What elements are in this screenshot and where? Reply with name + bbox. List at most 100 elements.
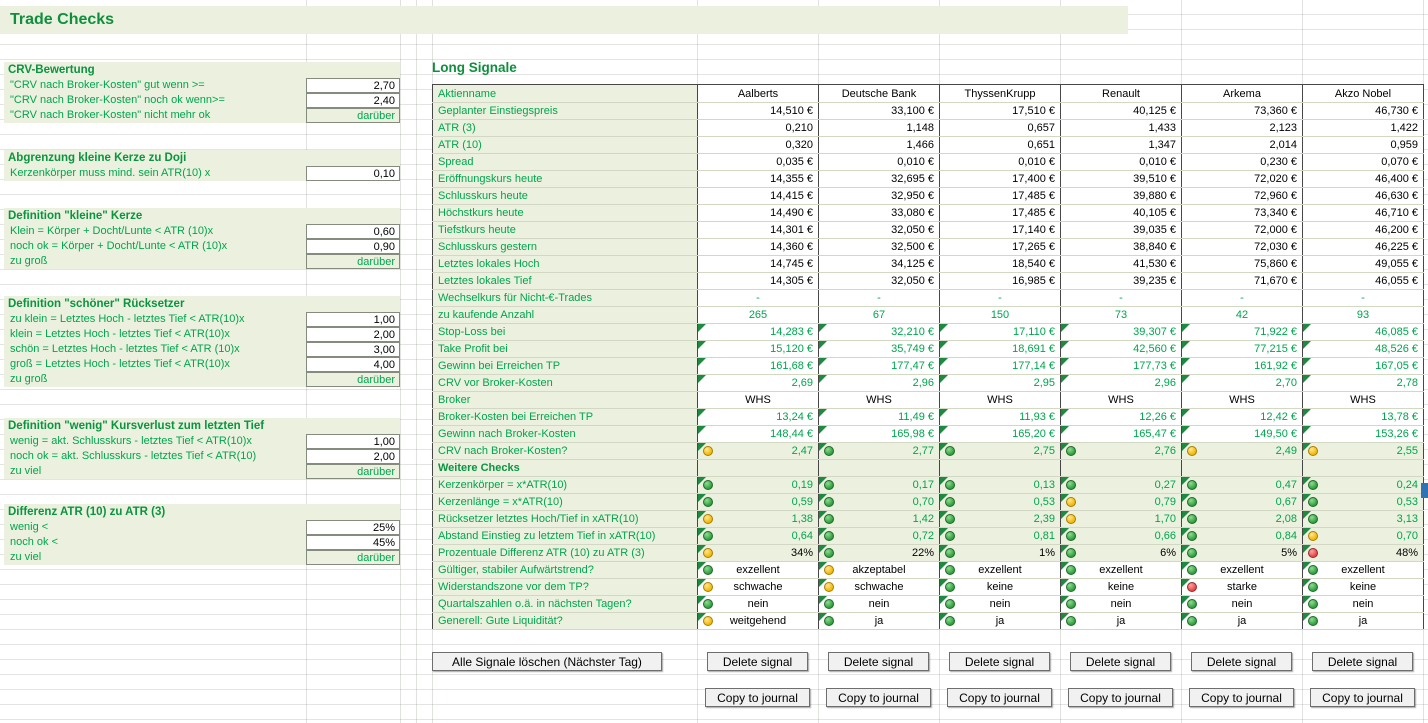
- parameter-value-cell[interactable]: 2,70: [306, 78, 400, 93]
- data-cell[interactable]: 14,360 €: [697, 238, 819, 256]
- data-cell[interactable]: 165,47 €: [1060, 425, 1182, 443]
- data-cell[interactable]: 71,922 €: [1181, 323, 1303, 341]
- data-cell[interactable]: 2,96: [1060, 374, 1182, 392]
- parameter-value-cell[interactable]: 0,90: [306, 239, 400, 254]
- data-cell[interactable]: 2,47: [697, 442, 819, 460]
- data-cell[interactable]: 0,84: [1181, 527, 1303, 545]
- data-cell[interactable]: 17,265 €: [939, 238, 1061, 256]
- data-cell[interactable]: starke: [1181, 578, 1303, 596]
- parameter-value-cell[interactable]: 4,00: [306, 357, 400, 372]
- data-cell[interactable]: 0,070 €: [1302, 153, 1424, 171]
- data-cell[interactable]: WHS: [697, 391, 819, 409]
- data-cell[interactable]: 17,140 €: [939, 221, 1061, 239]
- data-cell[interactable]: 42: [1181, 306, 1303, 324]
- copy-to-journal-button-3[interactable]: Copy to journal: [1068, 688, 1173, 707]
- data-cell[interactable]: exzellent: [1302, 561, 1424, 579]
- data-cell[interactable]: 75,860 €: [1181, 255, 1303, 273]
- data-cell[interactable]: 73,360 €: [1181, 102, 1303, 120]
- data-cell[interactable]: 49,055 €: [1302, 255, 1424, 273]
- data-cell[interactable]: ja: [818, 612, 940, 630]
- data-cell[interactable]: 0,24: [1302, 476, 1424, 494]
- data-cell[interactable]: 14,283 €: [697, 323, 819, 341]
- data-cell[interactable]: 148,44 €: [697, 425, 819, 443]
- data-cell[interactable]: 38,840 €: [1060, 238, 1182, 256]
- data-cell[interactable]: 161,68 €: [697, 357, 819, 375]
- data-cell[interactable]: 0,19: [697, 476, 819, 494]
- data-cell[interactable]: nein: [697, 595, 819, 613]
- data-cell[interactable]: 2,78: [1302, 374, 1424, 392]
- data-cell[interactable]: 1,466: [818, 136, 940, 154]
- data-cell[interactable]: -: [1302, 289, 1424, 307]
- data-cell[interactable]: 0,651: [939, 136, 1061, 154]
- parameter-value-cell[interactable]: 2,40: [306, 93, 400, 108]
- empty-cell[interactable]: [939, 459, 1061, 477]
- data-cell[interactable]: 39,307 €: [1060, 323, 1182, 341]
- data-cell[interactable]: 1,422: [1302, 119, 1424, 137]
- data-cell[interactable]: 42,560 €: [1060, 340, 1182, 358]
- data-cell[interactable]: 165,20 €: [939, 425, 1061, 443]
- data-cell[interactable]: 17,485 €: [939, 187, 1061, 205]
- data-cell[interactable]: 0,66: [1060, 527, 1182, 545]
- stock-name-cell[interactable]: Akzo Nobel: [1302, 84, 1424, 103]
- parameter-value-cell[interactable]: 1,00: [306, 312, 400, 327]
- stock-name-cell[interactable]: Arkema: [1181, 84, 1303, 103]
- data-cell[interactable]: 2,96: [818, 374, 940, 392]
- parameter-value-cell[interactable]: darüber: [306, 108, 400, 123]
- data-cell[interactable]: 14,490 €: [697, 204, 819, 222]
- data-cell[interactable]: 2,75: [939, 442, 1061, 460]
- parameter-value-cell[interactable]: darüber: [306, 464, 400, 479]
- data-cell[interactable]: 0,53: [1302, 493, 1424, 511]
- data-cell[interactable]: -: [939, 289, 1061, 307]
- data-cell[interactable]: 0,53: [939, 493, 1061, 511]
- stock-name-cell[interactable]: Renault: [1060, 84, 1182, 103]
- data-cell[interactable]: 46,400 €: [1302, 170, 1424, 188]
- delete-signal-button-3[interactable]: Delete signal: [1070, 652, 1171, 671]
- data-cell[interactable]: 0,81: [939, 527, 1061, 545]
- data-cell[interactable]: 0,010 €: [1060, 153, 1182, 171]
- parameter-value-cell[interactable]: 1,00: [306, 434, 400, 449]
- parameter-value-cell[interactable]: 3,00: [306, 342, 400, 357]
- data-cell[interactable]: 46,730 €: [1302, 102, 1424, 120]
- data-cell[interactable]: 177,14 €: [939, 357, 1061, 375]
- data-cell[interactable]: 12,26 €: [1060, 408, 1182, 426]
- data-cell[interactable]: WHS: [1302, 391, 1424, 409]
- data-cell[interactable]: 32,050 €: [818, 272, 940, 290]
- data-cell[interactable]: 46,200 €: [1302, 221, 1424, 239]
- data-cell[interactable]: WHS: [939, 391, 1061, 409]
- data-cell[interactable]: -: [697, 289, 819, 307]
- data-cell[interactable]: 0,59: [697, 493, 819, 511]
- data-cell[interactable]: keine: [1302, 578, 1424, 596]
- data-cell[interactable]: 34%: [697, 544, 819, 562]
- data-cell[interactable]: 14,510 €: [697, 102, 819, 120]
- data-cell[interactable]: 265: [697, 306, 819, 324]
- delete-signal-button-4[interactable]: Delete signal: [1191, 652, 1292, 671]
- data-cell[interactable]: 18,540 €: [939, 255, 1061, 273]
- data-cell[interactable]: 34,125 €: [818, 255, 940, 273]
- data-cell[interactable]: -: [1060, 289, 1182, 307]
- data-cell[interactable]: exzellent: [1181, 561, 1303, 579]
- delete-signal-button-5[interactable]: Delete signal: [1312, 652, 1413, 671]
- data-cell[interactable]: 39,235 €: [1060, 272, 1182, 290]
- data-cell[interactable]: 0,657: [939, 119, 1061, 137]
- data-cell[interactable]: 15,120 €: [697, 340, 819, 358]
- stock-name-cell[interactable]: ThyssenKrupp: [939, 84, 1061, 103]
- data-cell[interactable]: 2,39: [939, 510, 1061, 528]
- data-cell[interactable]: exzellent: [939, 561, 1061, 579]
- data-cell[interactable]: 17,510 €: [939, 102, 1061, 120]
- copy-to-journal-button-2[interactable]: Copy to journal: [947, 688, 1052, 707]
- parameter-value-cell[interactable]: 2,00: [306, 449, 400, 464]
- data-cell[interactable]: 46,225 €: [1302, 238, 1424, 256]
- data-cell[interactable]: 150: [939, 306, 1061, 324]
- data-cell[interactable]: 0,27: [1060, 476, 1182, 494]
- data-cell[interactable]: 177,73 €: [1060, 357, 1182, 375]
- data-cell[interactable]: 0,959: [1302, 136, 1424, 154]
- data-cell[interactable]: WHS: [1060, 391, 1182, 409]
- parameter-value-cell[interactable]: darüber: [306, 254, 400, 269]
- data-cell[interactable]: 0,210: [697, 119, 819, 137]
- data-cell[interactable]: 165,98 €: [818, 425, 940, 443]
- data-cell[interactable]: 46,085 €: [1302, 323, 1424, 341]
- stock-name-cell[interactable]: Aalberts: [697, 84, 819, 103]
- empty-cell[interactable]: [1060, 459, 1182, 477]
- stock-name-cell[interactable]: Deutsche Bank: [818, 84, 940, 103]
- parameter-value-cell[interactable]: darüber: [306, 550, 400, 565]
